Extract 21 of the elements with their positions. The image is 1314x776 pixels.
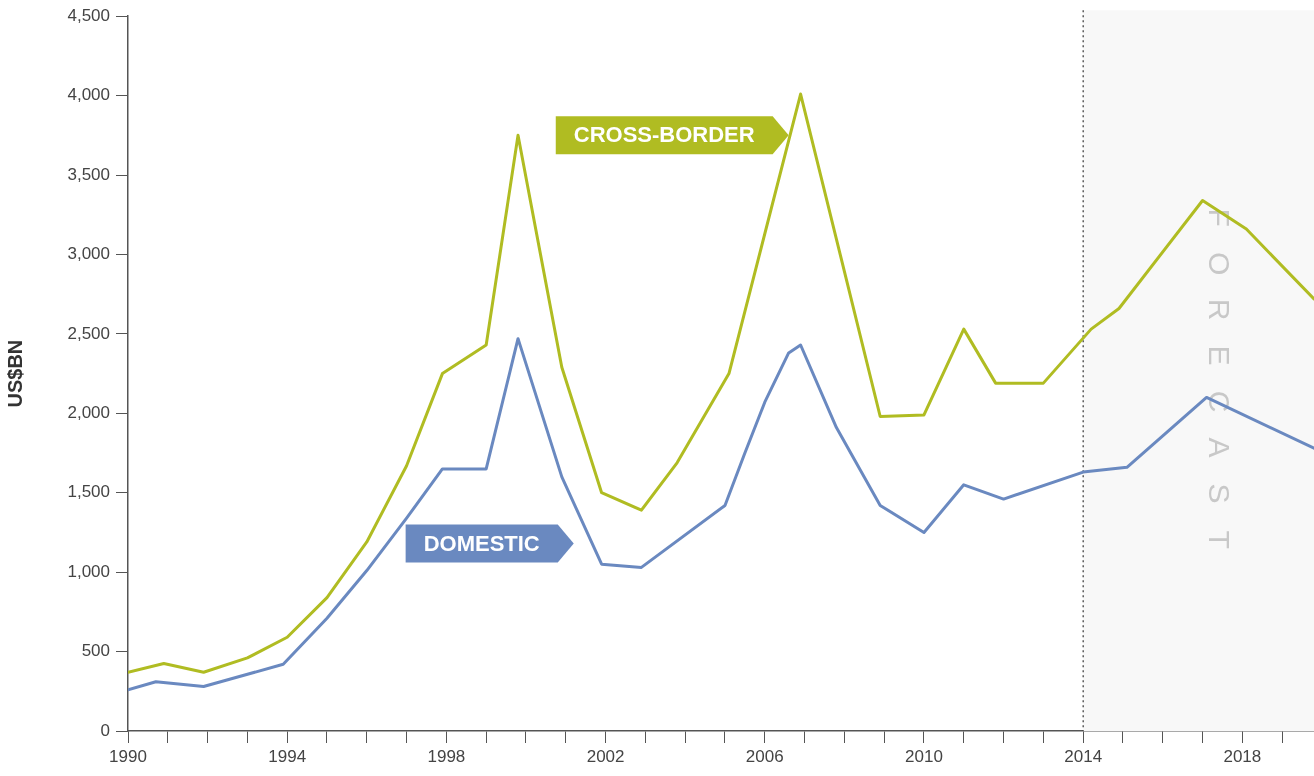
y-tick-label: 2,000 bbox=[67, 403, 110, 422]
y-tick-label: 4,500 bbox=[67, 5, 110, 25]
y-tick-label: 3,000 bbox=[67, 244, 110, 264]
x-tick-label: 1998 bbox=[427, 746, 466, 766]
x-tick-label: 2006 bbox=[745, 746, 784, 766]
x-tick-label: 2014 bbox=[1064, 746, 1103, 766]
x-tick-label: 2002 bbox=[586, 746, 625, 766]
y-tick-label: 0 bbox=[100, 720, 110, 740]
x-tick-label: 2010 bbox=[905, 746, 943, 766]
y-tick-label: 2,500 bbox=[67, 323, 110, 343]
x-tick-label: 1990 bbox=[109, 746, 147, 766]
series-label: DOMESTIC bbox=[423, 530, 540, 556]
y-tick-label: 3,500 bbox=[67, 164, 110, 184]
series-label: CROSS-BORDER bbox=[573, 122, 755, 148]
y-tick-label: 4,000 bbox=[67, 85, 110, 105]
y-tick-label: 1,000 bbox=[67, 561, 110, 581]
x-tick-label: 2018 bbox=[1223, 746, 1262, 766]
y-tick-label: 500 bbox=[81, 641, 110, 661]
y-tick-label: 1,500 bbox=[67, 482, 110, 502]
y-axis-title: US$BN bbox=[3, 339, 26, 408]
x-tick-label: 1994 bbox=[268, 746, 307, 766]
